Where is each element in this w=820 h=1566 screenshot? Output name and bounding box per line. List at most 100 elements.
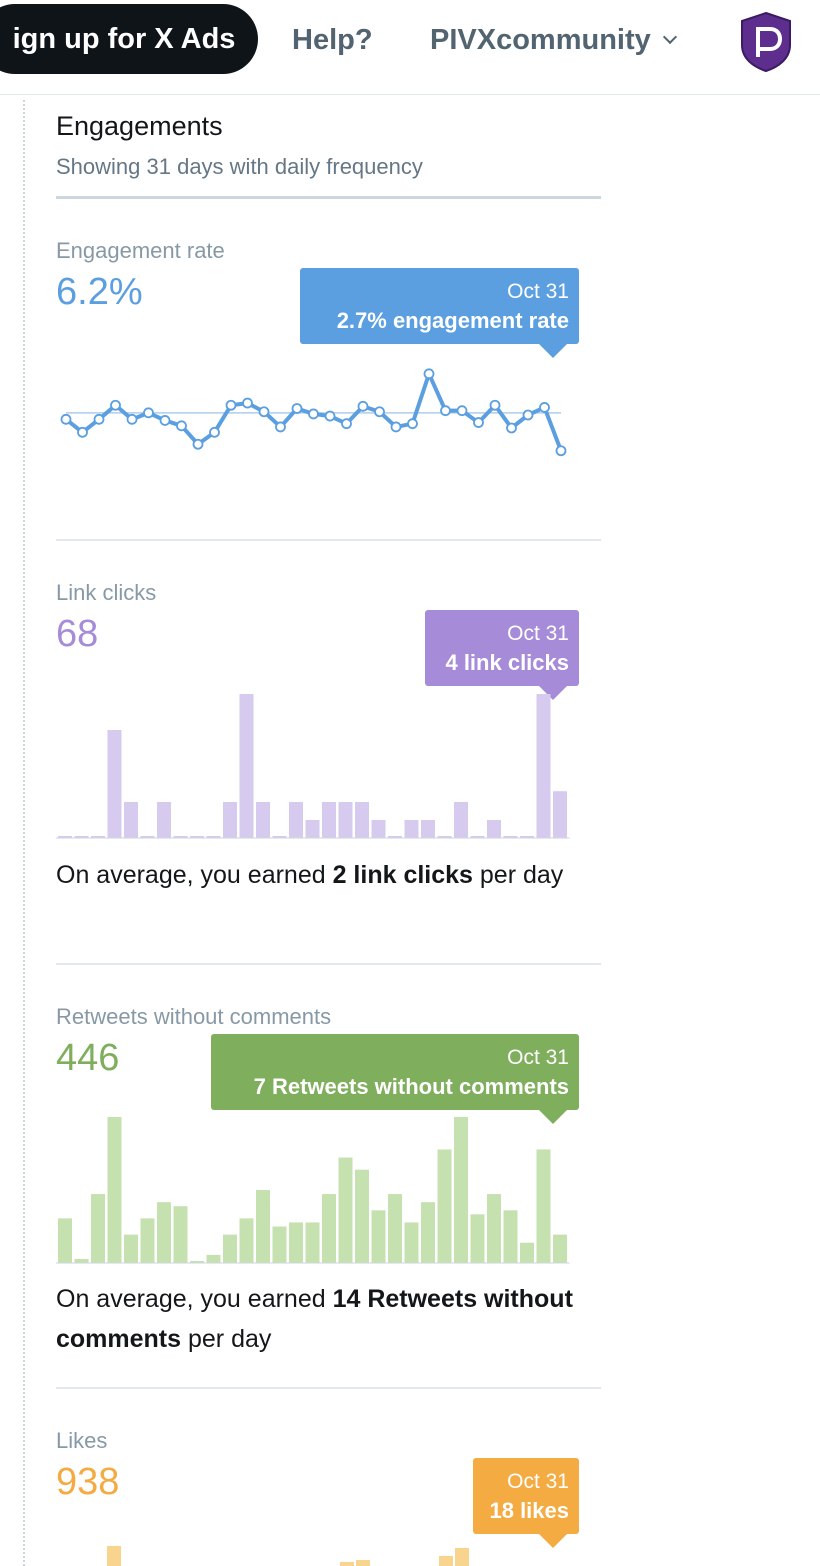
chart-bar [404,820,419,838]
data-point [291,403,303,414]
summary-suffix: per day [181,1325,272,1353]
chart-bar [421,1202,435,1263]
data-point [522,409,534,421]
chart-bar [553,791,567,838]
chart-bar [305,820,320,838]
chart-bar [157,802,171,838]
chart-bar [190,836,204,838]
account-name: PIVXcommunity [430,24,651,56]
avatar[interactable] [738,11,794,73]
chart-bar [140,1218,155,1263]
chart-bar [91,1194,105,1263]
data-point [126,413,138,425]
section-divider [56,196,601,199]
chart-bar [272,1226,287,1263]
chart-bar [206,1254,221,1263]
chart-bar [289,1222,303,1263]
chart-bar [437,1149,452,1263]
account-menu[interactable]: PIVXcommunity [430,20,677,60]
link-clicks-chart[interactable] [56,690,576,840]
link-clicks-tooltip: Oct 31 4 link clicks [425,610,579,700]
chart-bar [455,1548,469,1566]
chart-bar [239,694,254,838]
summary-prefix: On average, you earned [56,861,333,889]
chart-bar [107,1117,122,1263]
data-point [341,418,352,430]
data-point [423,368,435,380]
data-point [506,422,517,434]
link-clicks-value: 68 [56,613,99,655]
tooltip-value: 4 link clicks [445,650,569,675]
link-clicks-label: Link clicks [56,580,157,605]
chart-bar [503,836,518,838]
tooltip-date: Oct 31 [507,622,569,645]
chart-bar [74,836,89,838]
retweets-chart[interactable] [56,1112,576,1267]
tooltip-arrow [539,344,567,358]
chart-bar [124,802,138,838]
data-point [456,405,468,417]
chart-bar [322,1194,336,1263]
retweets-value: 446 [56,1037,120,1079]
data-point [242,397,253,409]
data-point [473,417,484,428]
data-point [258,406,270,418]
signup-ads-label: ign up for X Ads [12,22,236,55]
data-point [159,415,171,426]
chart-bar [421,820,435,838]
chart-bar [338,1157,353,1263]
top-bar: ign up for X Ads Help? PIVXcommunity [0,0,820,95]
engagement-rate-chart[interactable] [56,350,576,490]
chart-bar [58,836,72,838]
data-point [489,399,501,411]
chart-bar [107,730,122,838]
chart-bar [371,820,386,838]
tooltip-value: 2.7% engagement rate [336,308,569,333]
section-title: Engagements [56,111,223,141]
data-point [324,410,336,422]
chart-bar [404,1222,419,1263]
data-point [539,402,550,413]
help-link[interactable]: Help? [292,24,373,56]
chart-bar [206,836,221,838]
chart-bar [338,802,353,838]
engagement-rate-label: Engagement rate [56,238,225,263]
divider [56,963,601,965]
tooltip-date: Oct 31 [507,1470,569,1493]
data-point [110,399,121,411]
chart-bar [223,1234,237,1263]
chart-bar [536,1149,551,1263]
divider [56,539,601,541]
chart-bar [470,836,485,838]
data-point [77,426,88,438]
data-point [60,413,72,425]
data-point [407,418,418,430]
data-point [357,400,369,412]
tooltip-arrow [539,1110,567,1124]
data-point [390,421,402,433]
data-point [440,405,451,417]
signup-ads-button[interactable]: ign up for X Ads [0,4,258,74]
timeline-dotted-rule [23,100,25,1566]
chart-bar [355,802,369,838]
summary-bold: 14 Retweets without comments [56,1285,573,1353]
likes-chart[interactable] [56,1542,576,1566]
tooltip-value: 7 Retweets without comments [253,1074,569,1099]
chart-bar [239,1218,254,1263]
chart-bar [536,694,551,838]
chart-bar [157,1202,171,1263]
chart-bar [58,1218,72,1263]
chart-bar [223,802,237,838]
data-point [209,426,220,438]
retweets-summary: On average, you earned 14 Retweets witho… [56,1279,586,1359]
likes-label: Likes [56,1428,108,1453]
data-point [374,406,385,418]
data-point [225,399,237,411]
chart-bar [487,1194,501,1263]
chart-bar [454,802,468,838]
chart-bar [256,802,270,838]
data-point [176,420,187,432]
chart-bar [340,1562,354,1566]
data-point [555,445,567,457]
chart-bar [272,836,287,838]
